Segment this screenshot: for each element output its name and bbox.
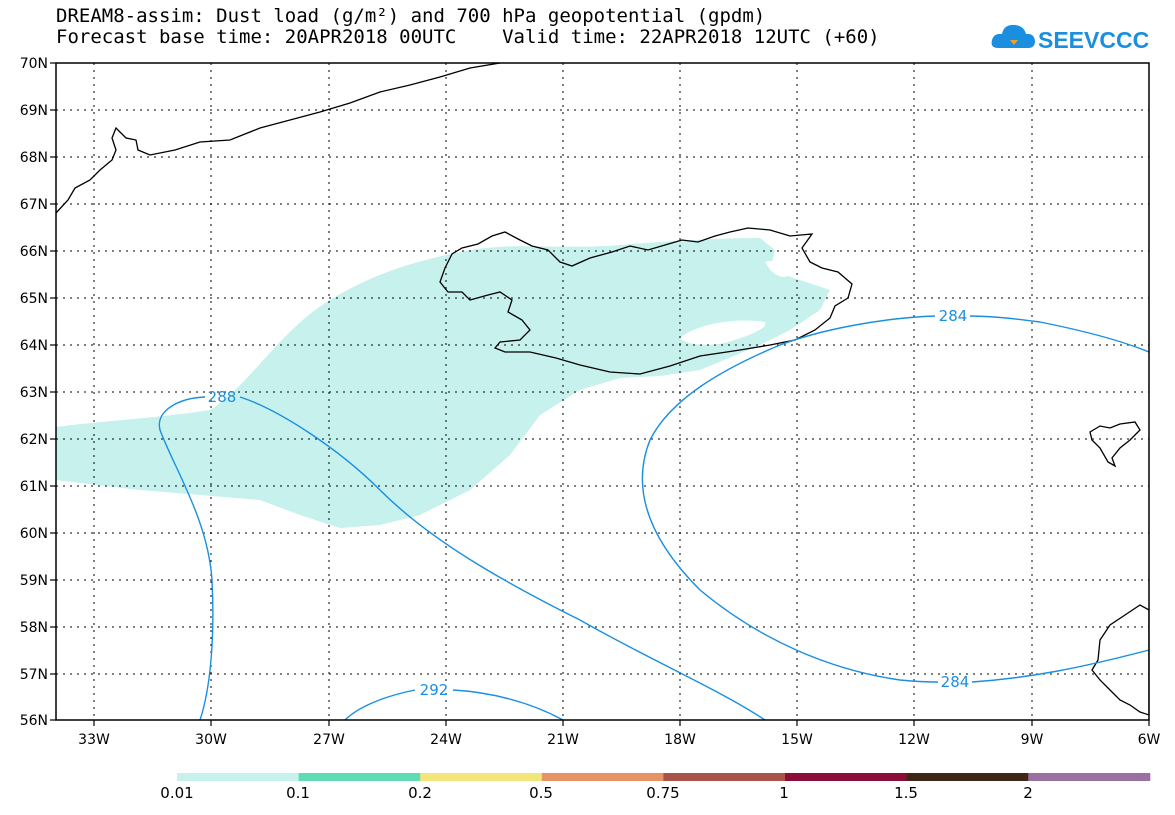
legend-swatch: [663, 773, 786, 781]
contour-label-288: 288: [208, 388, 237, 406]
dust-plume-main: [56, 238, 830, 528]
lon-label: 12W: [898, 732, 930, 748]
lon-label: 21W: [547, 732, 579, 748]
dust-gap: [680, 320, 766, 345]
legend-swatch: [1028, 773, 1151, 781]
contour-284: [641, 315, 1149, 683]
contour-label-284-north: 284: [939, 307, 968, 325]
lat-label: 59N: [20, 573, 48, 589]
seevccc-logo: SEEVCCC: [990, 18, 1150, 56]
legend-swatch: [906, 773, 1029, 781]
longitude-labels: 33W 30W 27W 24W 21W 18W 15W 12W 9W 6W: [78, 732, 1160, 748]
lon-label: 15W: [781, 732, 813, 748]
legend-label: 2: [1023, 784, 1033, 802]
legend-swatch: [177, 773, 300, 781]
legend-label: 0.1: [286, 784, 310, 802]
lat-label: 68N: [20, 150, 48, 166]
contour-292: [344, 689, 564, 720]
contour-288: [158, 396, 766, 720]
geopotential-contours: [158, 315, 1149, 720]
scotland-coast: [1091, 604, 1149, 716]
iceland-coast: [439, 227, 853, 375]
dust-gap-east: [765, 260, 790, 277]
svg-text:SEEVCCC: SEEVCCC: [1038, 27, 1149, 53]
lat-label: 60N: [20, 526, 48, 542]
legend-swatch: [541, 773, 664, 781]
latitude-labels: 70N 69N 68N 67N 66N 65N 64N 63N 62N 61N …: [20, 56, 48, 729]
cloud-logo-icon: [991, 24, 1035, 48]
faroe-islands: [1089, 421, 1141, 468]
lat-label: 70N: [20, 56, 48, 72]
lat-label: 63N: [20, 385, 48, 401]
lon-label: 6W: [1138, 732, 1161, 748]
map-title: DREAM8-assim: Dust load (g/m²) and 700 h…: [56, 5, 766, 27]
lon-label: 33W: [78, 732, 110, 748]
lat-label: 64N: [20, 338, 48, 354]
lat-label: 66N: [20, 244, 48, 260]
legend-label: 0.5: [529, 784, 553, 802]
legend-label: 0.2: [408, 784, 432, 802]
lat-label: 69N: [20, 103, 48, 119]
graticule: [56, 63, 1149, 720]
legend-swatch: [420, 773, 543, 781]
map-subtitle: Forecast base time: 20APR2018 00UTC Vali…: [56, 26, 880, 48]
lat-label: 65N: [20, 291, 48, 307]
lat-label: 67N: [20, 197, 48, 213]
legend-colorbar: [177, 773, 1151, 781]
lat-label: 62N: [20, 432, 48, 448]
legend-label: 0.01: [160, 784, 194, 802]
lat-label: 57N: [20, 667, 48, 683]
greenland-coast: [56, 63, 501, 214]
lon-label: 18W: [664, 732, 696, 748]
contour-labels: 288 284 284 292: [208, 307, 970, 699]
lat-label: 58N: [20, 620, 48, 636]
legend-label: 1: [779, 784, 789, 802]
dust-load-area: [56, 238, 830, 528]
legend-swatch: [785, 773, 908, 781]
lon-label: 24W: [430, 732, 462, 748]
lat-label: 61N: [20, 479, 48, 495]
contour-label-292: 292: [420, 681, 449, 699]
contour-label-284-south: 284: [941, 673, 970, 691]
lon-label: 27W: [313, 732, 345, 748]
coastlines: [56, 63, 1149, 716]
legend-swatch: [298, 773, 421, 781]
lon-label: 9W: [1021, 732, 1044, 748]
axis-ticks: [50, 62, 1150, 726]
lon-label: 30W: [195, 732, 227, 748]
lat-label: 56N: [20, 713, 48, 729]
legend-label: 1.5: [894, 784, 918, 802]
legend-label: 0.75: [646, 784, 680, 802]
